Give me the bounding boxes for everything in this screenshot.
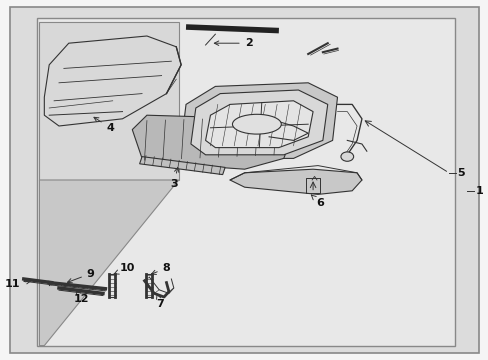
Polygon shape bbox=[44, 36, 181, 126]
Text: 5: 5 bbox=[456, 168, 464, 178]
Text: 7: 7 bbox=[156, 294, 164, 309]
Polygon shape bbox=[229, 169, 361, 194]
Polygon shape bbox=[40, 180, 178, 346]
Text: 12: 12 bbox=[73, 290, 88, 304]
Text: 4: 4 bbox=[94, 117, 114, 133]
Circle shape bbox=[340, 152, 353, 161]
Text: 9: 9 bbox=[67, 269, 95, 283]
Text: 6: 6 bbox=[311, 195, 324, 208]
Text: 8: 8 bbox=[151, 263, 170, 274]
Text: 3: 3 bbox=[170, 167, 179, 189]
Text: 2: 2 bbox=[214, 38, 252, 48]
Polygon shape bbox=[139, 157, 224, 175]
Text: 1: 1 bbox=[474, 186, 482, 196]
Polygon shape bbox=[205, 101, 312, 148]
Polygon shape bbox=[190, 90, 327, 155]
Text: 10: 10 bbox=[114, 263, 135, 274]
Polygon shape bbox=[132, 115, 293, 169]
Ellipse shape bbox=[232, 114, 281, 134]
Text: 11: 11 bbox=[4, 279, 31, 289]
Polygon shape bbox=[181, 83, 337, 158]
Bar bbox=[37, 18, 454, 346]
Bar bbox=[40, 22, 178, 180]
